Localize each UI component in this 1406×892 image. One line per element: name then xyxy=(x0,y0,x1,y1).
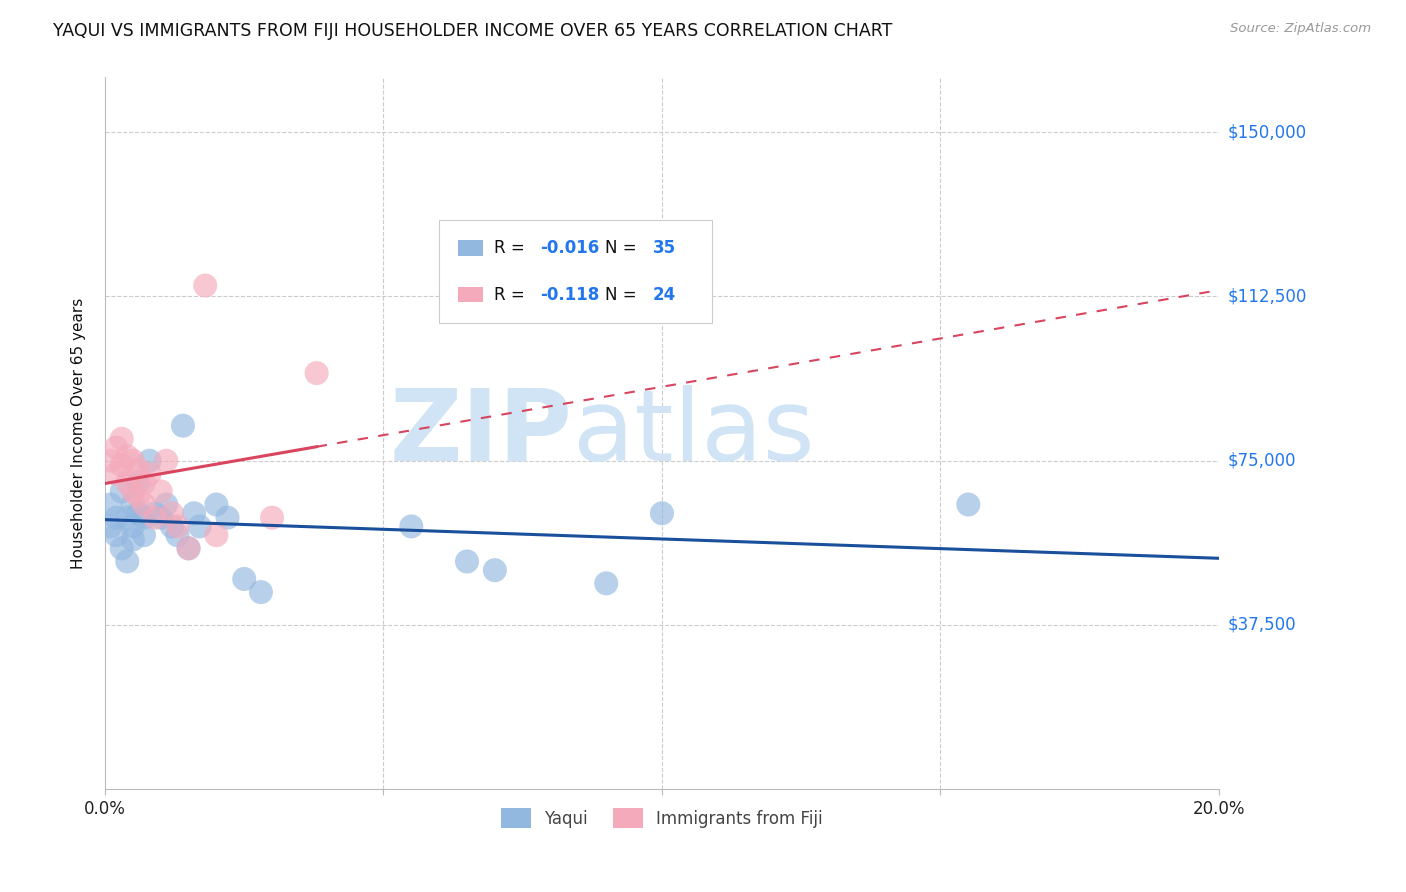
Point xyxy=(651,506,673,520)
Point xyxy=(121,484,143,499)
Point xyxy=(132,498,155,512)
Text: Source: ZipAtlas.com: Source: ZipAtlas.com xyxy=(1230,22,1371,36)
Point xyxy=(105,510,128,524)
Point xyxy=(127,475,149,490)
FancyBboxPatch shape xyxy=(439,219,711,323)
Text: $37,500: $37,500 xyxy=(1227,616,1296,634)
Point xyxy=(121,519,143,533)
Point xyxy=(111,484,134,499)
Point xyxy=(149,484,172,499)
Point xyxy=(155,453,177,467)
Point xyxy=(138,467,160,481)
Text: $75,000: $75,000 xyxy=(1227,451,1296,470)
Point xyxy=(177,541,200,556)
Point xyxy=(143,510,166,524)
Point xyxy=(166,528,188,542)
Point xyxy=(105,528,128,542)
Text: -0.016: -0.016 xyxy=(540,239,600,257)
Point xyxy=(121,453,143,467)
Y-axis label: Householder Income Over 65 years: Householder Income Over 65 years xyxy=(72,298,86,569)
Point xyxy=(155,498,177,512)
Point xyxy=(205,498,228,512)
Point xyxy=(111,432,134,446)
Point xyxy=(117,510,139,524)
Point xyxy=(188,519,211,533)
Point xyxy=(111,541,134,556)
Point xyxy=(183,506,205,520)
Text: 24: 24 xyxy=(652,285,676,303)
Point xyxy=(160,506,183,520)
Point xyxy=(194,278,217,293)
Text: -0.118: -0.118 xyxy=(540,285,600,303)
Point xyxy=(262,510,284,524)
Point xyxy=(166,519,188,533)
Point xyxy=(305,366,328,380)
Text: $150,000: $150,000 xyxy=(1227,123,1306,141)
Text: R =: R = xyxy=(494,239,530,257)
Bar xyxy=(458,241,482,256)
Point xyxy=(132,528,155,542)
Text: YAQUI VS IMMIGRANTS FROM FIJI HOUSEHOLDER INCOME OVER 65 YEARS CORRELATION CHART: YAQUI VS IMMIGRANTS FROM FIJI HOUSEHOLDE… xyxy=(53,22,893,40)
Point xyxy=(160,519,183,533)
Point xyxy=(105,441,128,455)
Point xyxy=(117,475,139,490)
Point xyxy=(484,563,506,577)
Point xyxy=(138,453,160,467)
Point xyxy=(233,572,256,586)
Point xyxy=(111,458,134,472)
Point xyxy=(121,533,143,547)
Point xyxy=(132,510,155,524)
Point xyxy=(105,467,128,481)
Text: $112,500: $112,500 xyxy=(1227,287,1306,305)
Point xyxy=(127,462,149,476)
Text: atlas: atlas xyxy=(572,384,814,482)
Point xyxy=(100,453,122,467)
Point xyxy=(401,519,423,533)
Point xyxy=(217,510,239,524)
Point xyxy=(117,450,139,464)
Point xyxy=(121,498,143,512)
Point xyxy=(456,554,478,568)
Point xyxy=(205,528,228,542)
Point xyxy=(100,519,122,533)
Text: N =: N = xyxy=(605,285,643,303)
Text: N =: N = xyxy=(605,239,643,257)
Point xyxy=(127,489,149,503)
Point xyxy=(132,475,155,490)
Text: R =: R = xyxy=(494,285,530,303)
Text: ZIP: ZIP xyxy=(389,384,572,482)
Point xyxy=(143,506,166,520)
Point xyxy=(957,498,980,512)
Point xyxy=(250,585,273,599)
Bar xyxy=(458,286,482,302)
Point xyxy=(127,506,149,520)
Point xyxy=(149,510,172,524)
Point xyxy=(100,498,122,512)
Point xyxy=(177,541,200,556)
Point xyxy=(172,418,194,433)
Legend: Yaqui, Immigrants from Fiji: Yaqui, Immigrants from Fiji xyxy=(495,802,830,834)
Point xyxy=(117,554,139,568)
Point xyxy=(595,576,617,591)
Text: 35: 35 xyxy=(652,239,676,257)
